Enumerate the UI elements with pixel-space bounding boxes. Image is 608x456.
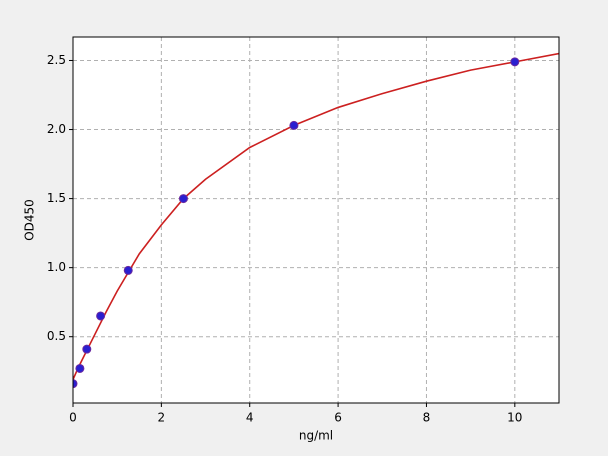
y-tick-label: 1.0 <box>47 260 66 274</box>
data-point <box>123 265 133 275</box>
plot-frame <box>72 36 560 404</box>
data-point <box>96 311 106 321</box>
data-point <box>82 344 92 354</box>
y-tick-label: 0.5 <box>47 329 66 343</box>
fit-curve <box>73 52 559 380</box>
y-tick-label: 1.5 <box>47 191 66 205</box>
data-point <box>75 363 85 373</box>
y-axis-label: OD450 <box>23 199 37 241</box>
x-tick-label: 2 <box>158 411 166 425</box>
data-point <box>289 120 299 130</box>
y-tick-label: 2.5 <box>47 53 66 67</box>
x-tick-label: 6 <box>334 411 342 425</box>
x-axis-label: ng/ml <box>299 429 333 443</box>
x-tick-label: 10 <box>507 411 522 425</box>
y-tick-label: 2.0 <box>47 122 66 136</box>
data-point <box>510 57 520 67</box>
data-point <box>73 379 78 389</box>
x-tick-label: 4 <box>246 411 254 425</box>
plot-area <box>73 37 559 403</box>
data-point <box>178 194 188 204</box>
x-tick-label: 8 <box>423 411 431 425</box>
x-tick-label: 0 <box>69 411 77 425</box>
